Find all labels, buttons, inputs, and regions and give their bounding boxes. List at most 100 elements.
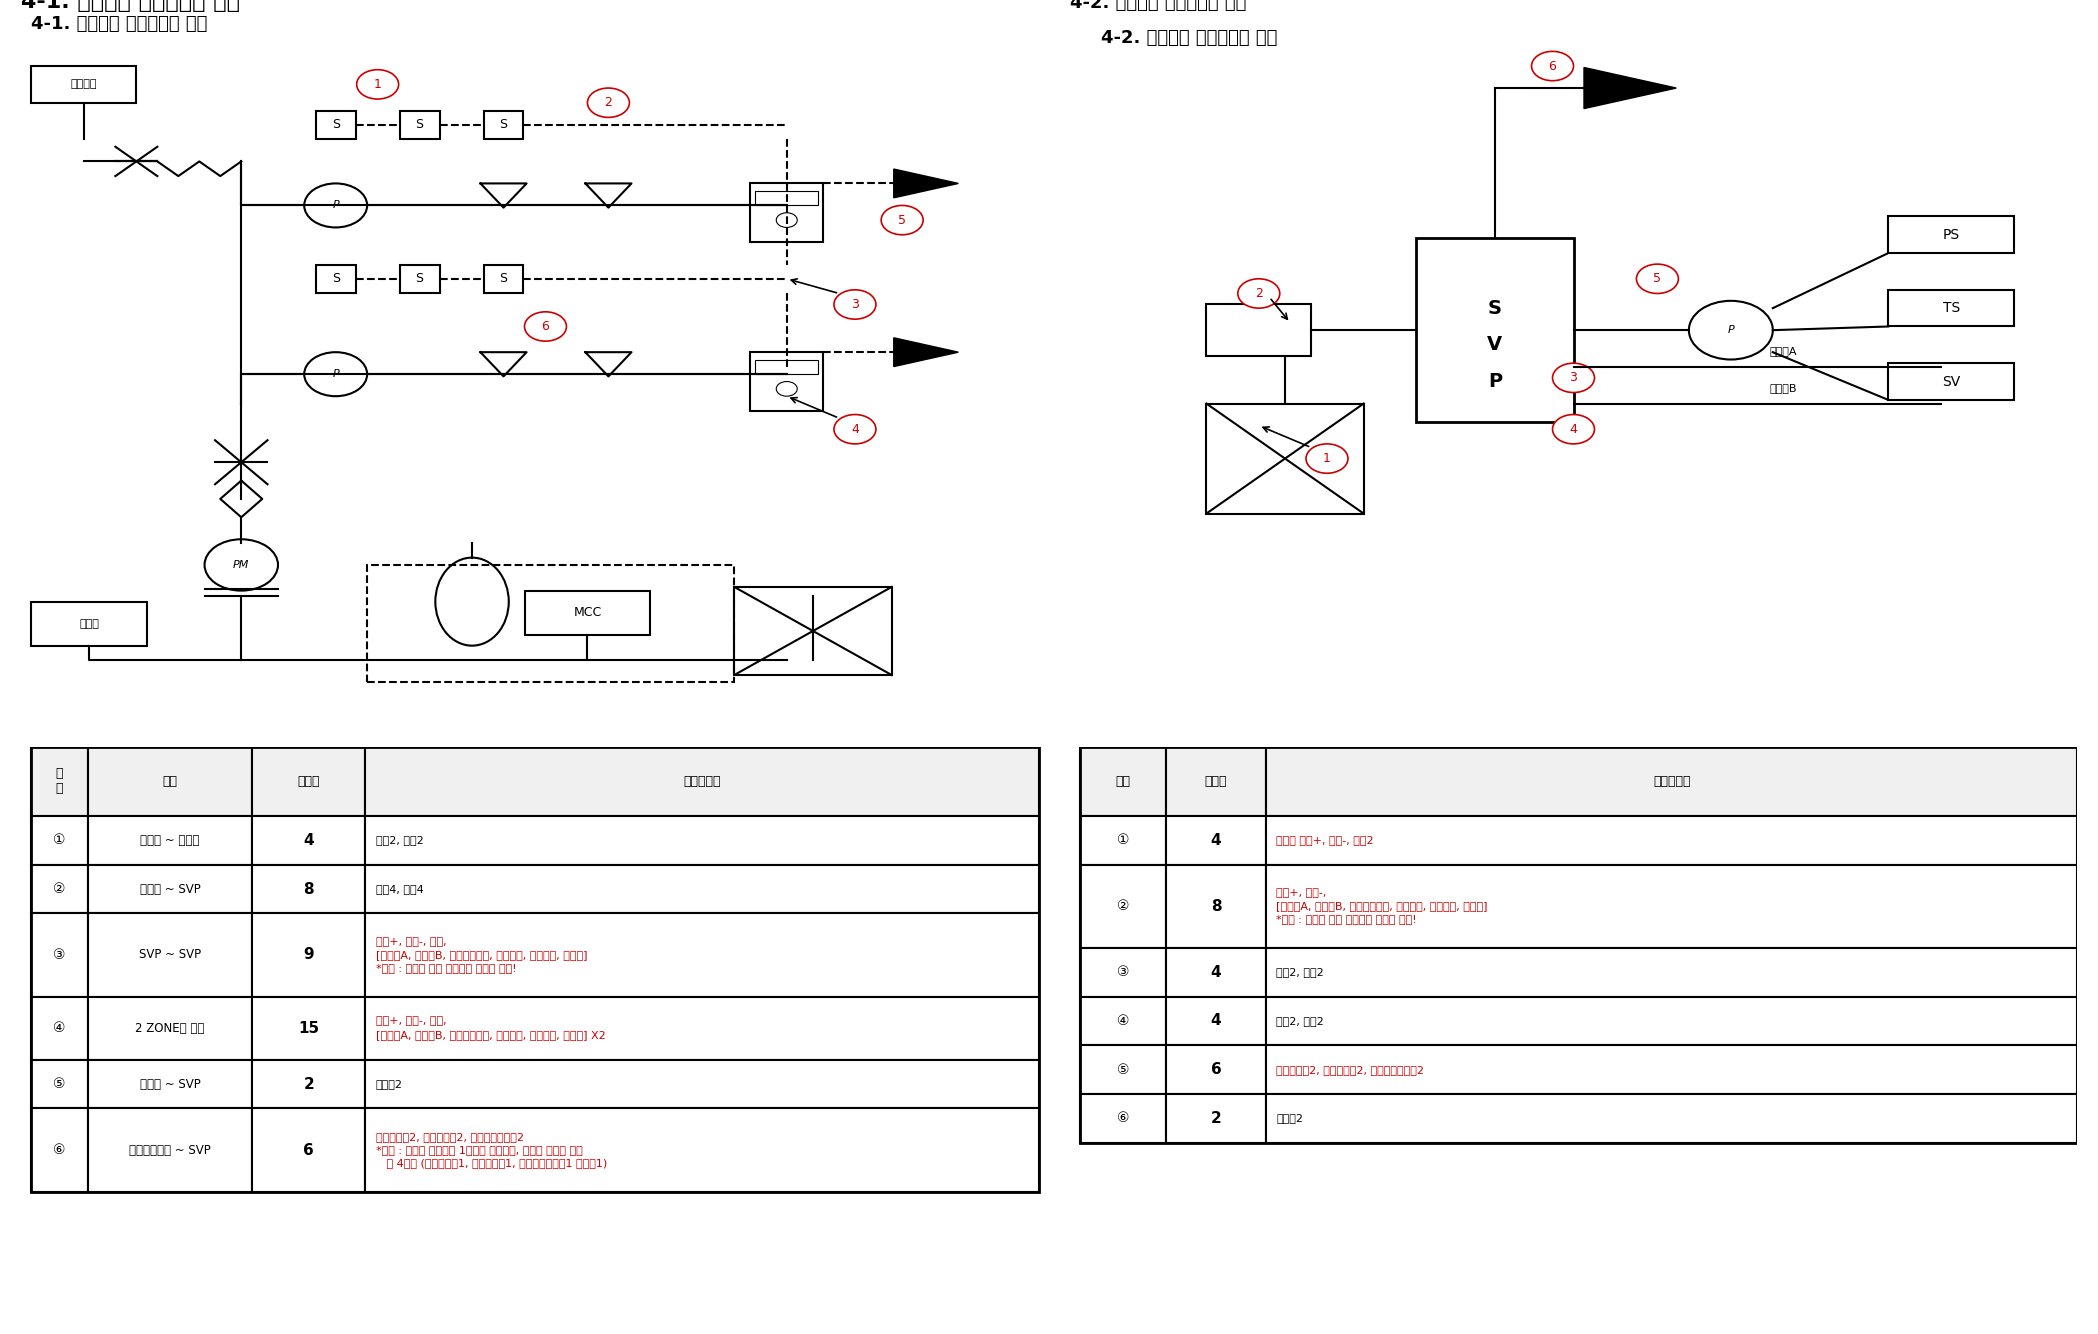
Bar (1166, 996, 1267, 1046)
Text: 싸이렌 ~ SVP: 싸이렌 ~ SVP (141, 1078, 201, 1090)
Bar (31, 914, 88, 996)
Polygon shape (894, 169, 959, 197)
Bar (1267, 747, 2077, 816)
Bar (31, 747, 1039, 1191)
Text: SVP ~ SVP: SVP ~ SVP (138, 948, 201, 962)
Bar (1080, 1094, 1166, 1143)
Bar (399, 111, 441, 139)
Text: ①: ① (52, 834, 65, 847)
Bar (1080, 947, 1166, 996)
Text: 감지기B: 감지기B (1769, 383, 1798, 392)
Bar (88, 996, 252, 1059)
Bar (1888, 216, 2014, 253)
Bar (365, 1109, 1039, 1191)
Bar (1888, 289, 2014, 327)
Bar (755, 359, 818, 374)
Bar (31, 1109, 88, 1191)
Bar (1888, 363, 2014, 400)
Text: MCC: MCC (573, 606, 602, 619)
Circle shape (357, 69, 399, 99)
Text: 지구2, 공통2: 지구2, 공통2 (1276, 1017, 1324, 1026)
Circle shape (776, 382, 797, 396)
Text: 4: 4 (1569, 423, 1578, 436)
Text: P: P (331, 370, 340, 379)
Polygon shape (1584, 68, 1676, 108)
Text: P: P (331, 200, 340, 211)
Text: 4-2. 프리액션 스프링클러 설비: 4-2. 프리액션 스프링클러 설비 (1101, 29, 1278, 47)
Bar (1166, 747, 1267, 816)
Text: 감지기 ~ SVP: 감지기 ~ SVP (141, 883, 201, 895)
Text: S: S (499, 119, 508, 131)
Circle shape (835, 415, 877, 444)
Bar (1166, 816, 1267, 864)
Text: 압력스위치2, 탬퍼스위치2, 솔레노이드밸브2
*주의 : 조건에 공통선을 1가닥만 쓴다거나, 최소로 하라고 하면
   총 4가닥 (압력스위치1, : 압력스위치2, 탬퍼스위치2, 솔레노이드밸브2 *주의 : 조건에 공통선을 … (376, 1131, 606, 1169)
Bar (365, 816, 1039, 864)
Circle shape (304, 352, 367, 396)
Text: 6: 6 (304, 1142, 315, 1158)
Bar (1166, 947, 1267, 996)
Ellipse shape (436, 558, 508, 646)
Text: 4-1. 프리액션 스프링클러 설비: 4-1. 프리액션 스프링클러 설비 (21, 0, 239, 12)
Text: S: S (1487, 299, 1502, 317)
Bar (365, 914, 1039, 996)
Bar (88, 747, 252, 816)
Text: 감지기 ~ 감지기: 감지기 ~ 감지기 (141, 834, 199, 847)
Bar (365, 864, 1039, 914)
Bar (483, 265, 522, 292)
Text: S: S (415, 272, 424, 285)
Bar (1267, 816, 2077, 864)
Text: ③: ③ (1116, 966, 1129, 979)
Text: S: S (331, 119, 340, 131)
Text: 고가수조: 고가수조 (71, 80, 97, 89)
Bar (1267, 947, 2077, 996)
Text: 싸이렌2: 싸이렌2 (376, 1079, 403, 1089)
Text: 1: 1 (373, 77, 382, 91)
Circle shape (835, 289, 877, 319)
Bar (365, 996, 1039, 1059)
Text: 2: 2 (604, 96, 613, 109)
Circle shape (1532, 51, 1574, 80)
Bar (1080, 747, 2077, 1143)
Text: 9: 9 (304, 947, 315, 962)
Text: S: S (499, 272, 508, 285)
Circle shape (1553, 415, 1594, 444)
Bar (88, 864, 252, 914)
Text: 전원+, 전원-, 전화,
[감지기A, 감지기B, 밸브개방확인, 밸브기동, 밸브주의, 싸이렌]
*주의 : 조건에 따라 전화선이 빠질수 있음!: 전원+, 전원-, 전화, [감지기A, 감지기B, 밸브개방확인, 밸브기동,… (376, 936, 587, 974)
Bar (751, 352, 825, 411)
Text: 4: 4 (304, 832, 315, 847)
Bar (88, 816, 252, 864)
Bar (1080, 816, 1166, 864)
Text: 15: 15 (298, 1021, 319, 1035)
Bar (31, 602, 147, 646)
Circle shape (1305, 444, 1349, 474)
Bar (1267, 1094, 2077, 1143)
Text: ④: ④ (52, 1021, 65, 1035)
Text: ②: ② (1116, 899, 1129, 914)
Text: ②: ② (52, 882, 65, 896)
Text: ⑥: ⑥ (52, 1143, 65, 1157)
Bar (1080, 747, 1166, 816)
Text: 지구4, 공통4: 지구4, 공통4 (376, 884, 424, 894)
Text: 저수조: 저수조 (80, 619, 99, 628)
Text: TS: TS (1943, 301, 1960, 315)
Circle shape (1238, 279, 1280, 308)
Circle shape (776, 213, 797, 228)
Text: 전원+, 전원-,
[감지기A, 감지기B, 밸브개방확인, 밸브기동, 밸브주의, 싸이렌]
*주의 : 조건에 따라 전화선이 빠질수 있음!: 전원+, 전원-, [감지기A, 감지기B, 밸브개방확인, 밸브기동, 밸브주… (1276, 888, 1487, 924)
Text: 4-1. 프리액션 스프링클러 설비: 4-1. 프리액션 스프링클러 설비 (31, 16, 208, 33)
Text: ⑥: ⑥ (1116, 1111, 1129, 1126)
Bar (252, 864, 365, 914)
Circle shape (304, 184, 367, 228)
Bar (524, 591, 650, 635)
Text: 배선수: 배선수 (1204, 775, 1227, 788)
Bar (31, 996, 88, 1059)
Bar (31, 816, 88, 864)
Text: 5: 5 (898, 213, 906, 227)
Text: 6: 6 (541, 320, 550, 334)
Bar (734, 587, 892, 675)
Bar (1206, 403, 1364, 514)
Bar (367, 566, 734, 682)
Text: 2 ZONE일 경우: 2 ZONE일 경우 (136, 1022, 206, 1035)
Text: 6: 6 (1211, 1062, 1221, 1077)
Text: S: S (331, 272, 340, 285)
Text: PM: PM (233, 560, 250, 570)
